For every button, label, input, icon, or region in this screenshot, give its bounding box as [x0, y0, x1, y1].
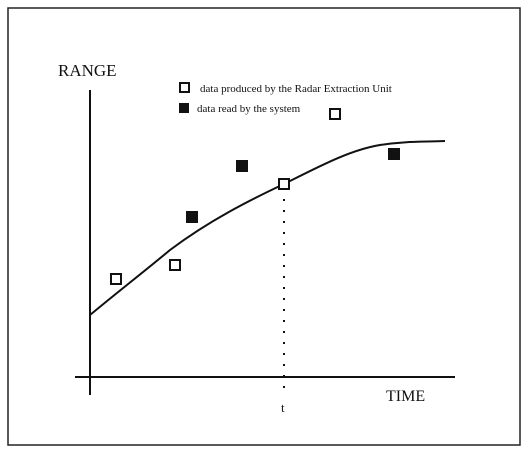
read-points [186, 148, 400, 223]
legend-read: data read by the system [197, 103, 301, 115]
range-curve [89, 140, 446, 316]
legend-filled-symbol [179, 103, 189, 113]
read-point [236, 160, 248, 172]
produced-point [169, 259, 181, 271]
produced-point [110, 273, 122, 285]
frame [7, 7, 521, 446]
produced-point [329, 108, 341, 120]
produced-point [278, 178, 290, 190]
legend-open-symbol [179, 82, 190, 93]
read-point [388, 148, 400, 160]
t-label: t [281, 400, 285, 415]
read-point [186, 211, 198, 223]
produced-points [110, 108, 341, 285]
legend-produced: data produced by the Radar Extraction Un… [200, 83, 392, 95]
x-axis-label: TIME [386, 388, 425, 405]
y-axis-label: RANGE [58, 61, 117, 80]
